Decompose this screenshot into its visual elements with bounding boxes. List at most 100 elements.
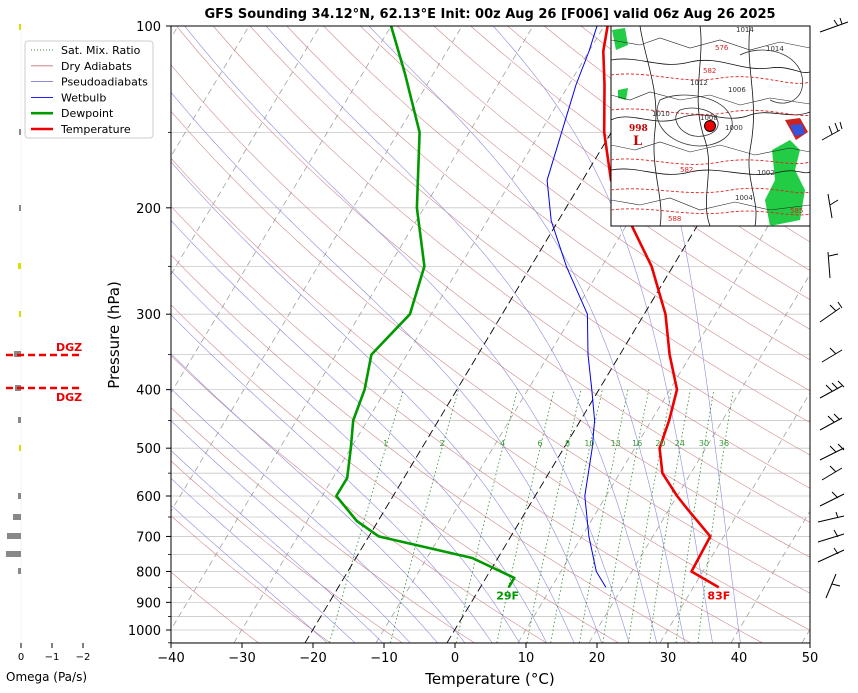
map-precip-area <box>790 124 805 136</box>
mixing-ratio-line <box>455 389 518 643</box>
mixing-ratio-line <box>602 389 650 643</box>
wind-barb <box>817 511 845 523</box>
legend-label: Dry Adiabats <box>61 60 132 73</box>
omega-axis-title: Omega (Pa/s) <box>6 670 87 684</box>
series-dewpoint <box>335 26 516 589</box>
wind-barb <box>827 251 839 279</box>
dry-adiabat <box>171 110 810 594</box>
dry-adiabat <box>171 205 763 643</box>
mixing-ratio-labels: 1 2 4 6 8 10 13 16 20 24 30 36 <box>383 439 729 448</box>
mixing-ratio-label: 30 <box>699 439 709 448</box>
mixing-ratio-label: 10 <box>584 439 594 448</box>
profile-series <box>335 26 720 589</box>
mixing-ratio-label: 8 <box>565 439 570 448</box>
chart-title: GFS Sounding 34.12°N, 62.13°E Init: 00z … <box>204 7 775 22</box>
map-thickness-label: 582 <box>680 166 693 174</box>
mixing-ratio-line <box>579 389 629 643</box>
y-tick-label: 500 <box>136 442 161 457</box>
dry-adiabat <box>360 26 810 361</box>
mixing-ratio-line <box>550 389 603 643</box>
pseudoadiabat <box>614 26 741 643</box>
x-tick-label: −10 <box>370 651 397 666</box>
mixing-ratio-label: 13 <box>611 439 621 448</box>
dry-adiabat <box>171 571 259 643</box>
legend-label: Pseudoadiabats <box>61 76 148 89</box>
wind-barb <box>817 547 845 563</box>
x-axis: −40 −30 −20 −10 0 10 20 30 40 50 <box>157 643 818 666</box>
x-tick-label: 40 <box>731 651 748 666</box>
pseudoadiabat <box>171 450 383 643</box>
series-temperature <box>602 26 720 589</box>
mixing-ratio-line <box>526 389 582 643</box>
omega-bar <box>19 129 21 135</box>
x-tick-label: 50 <box>802 651 819 666</box>
omega-bar <box>18 568 21 574</box>
omega-bar <box>19 205 21 211</box>
dry-adiabat <box>171 254 691 643</box>
map-isobar-label: 1008 <box>700 114 718 122</box>
map-thickness-label: 576 <box>715 44 729 52</box>
legend: Sat. Mix. Ratio Dry Adiabats Pseudoadiabat… <box>24 40 154 139</box>
map-precip-area <box>612 28 628 50</box>
wind-barb <box>821 347 843 363</box>
inset-map: 1014 1014 1012 1010 1008 1006 1004 1002 … <box>610 25 811 227</box>
wind-barb <box>819 491 845 507</box>
mixing-ratio-label: 4 <box>500 439 505 448</box>
pseudoadiabat <box>171 161 575 643</box>
map-isobar-label: 1006 <box>728 86 746 94</box>
mixing-ratio-line <box>496 389 555 643</box>
surface-temperature-label: 83F <box>707 589 730 602</box>
dry-adiabat <box>396 26 810 330</box>
dry-adiabat <box>176 26 810 523</box>
map-isobars <box>656 49 803 147</box>
map-isobar-label: 1014 <box>736 26 754 34</box>
pseudoadiabat <box>493 26 713 643</box>
map-isobar-label: 1002 <box>757 169 775 177</box>
map-low-value: 998 <box>629 124 648 134</box>
pseudoadiabat <box>171 353 466 643</box>
y-tick-label: 1000 <box>128 624 161 639</box>
mixing-ratio-label: 16 <box>632 439 642 448</box>
y-axis: 100 200 300 400 500 600 700 800 900 1000 <box>128 20 171 644</box>
omega-bar <box>19 311 21 317</box>
map-isobar-label: 1014 <box>766 45 784 53</box>
dry-adiabat <box>249 26 810 456</box>
omega-bar <box>19 445 21 451</box>
pseudoadiabat <box>171 220 547 643</box>
omega-tick-0: 0 <box>18 652 24 663</box>
mixing-ratio-line <box>329 389 404 643</box>
dry-adiabat <box>323 26 810 392</box>
pseudoadiabat <box>368 26 685 643</box>
mixing-ratio-line <box>675 389 715 643</box>
x-tick-label: −20 <box>299 651 326 666</box>
omega-bar <box>18 493 21 499</box>
y-tick-label: 900 <box>136 596 161 611</box>
legend-label: Wetbulb <box>61 91 106 104</box>
series-wetbulb <box>546 26 607 588</box>
wind-barb <box>821 121 843 141</box>
map-isobar-label: 1012 <box>690 79 708 87</box>
omega-tick-2: −2 <box>76 652 91 663</box>
mixing-ratio-label: 1 <box>383 439 388 448</box>
x-tick-label: −30 <box>228 651 255 666</box>
map-thickness-label: 585 <box>790 207 803 215</box>
dgz-bottom-label: DGZ <box>56 391 82 404</box>
x-tick-label: −40 <box>157 651 184 666</box>
sounding-location-marker <box>704 120 716 132</box>
omega-bar <box>19 24 21 30</box>
x-tick-label: 20 <box>589 651 606 666</box>
pseudoadiabats <box>171 26 741 643</box>
wind-barb <box>817 529 845 543</box>
dry-adiabat <box>171 515 331 643</box>
dry-adiabat <box>171 355 547 643</box>
wind-barb <box>827 193 839 219</box>
dry-adiabat <box>171 407 475 643</box>
y-tick-label: 100 <box>136 20 161 35</box>
legend-label: Temperature <box>60 123 131 136</box>
y-tick-label: 200 <box>136 202 161 217</box>
omega-bar <box>18 417 21 423</box>
map-thickness-label: 582 <box>703 67 716 75</box>
pseudoadiabat <box>171 314 493 643</box>
x-axis-title: Temperature (°C) <box>424 670 554 688</box>
